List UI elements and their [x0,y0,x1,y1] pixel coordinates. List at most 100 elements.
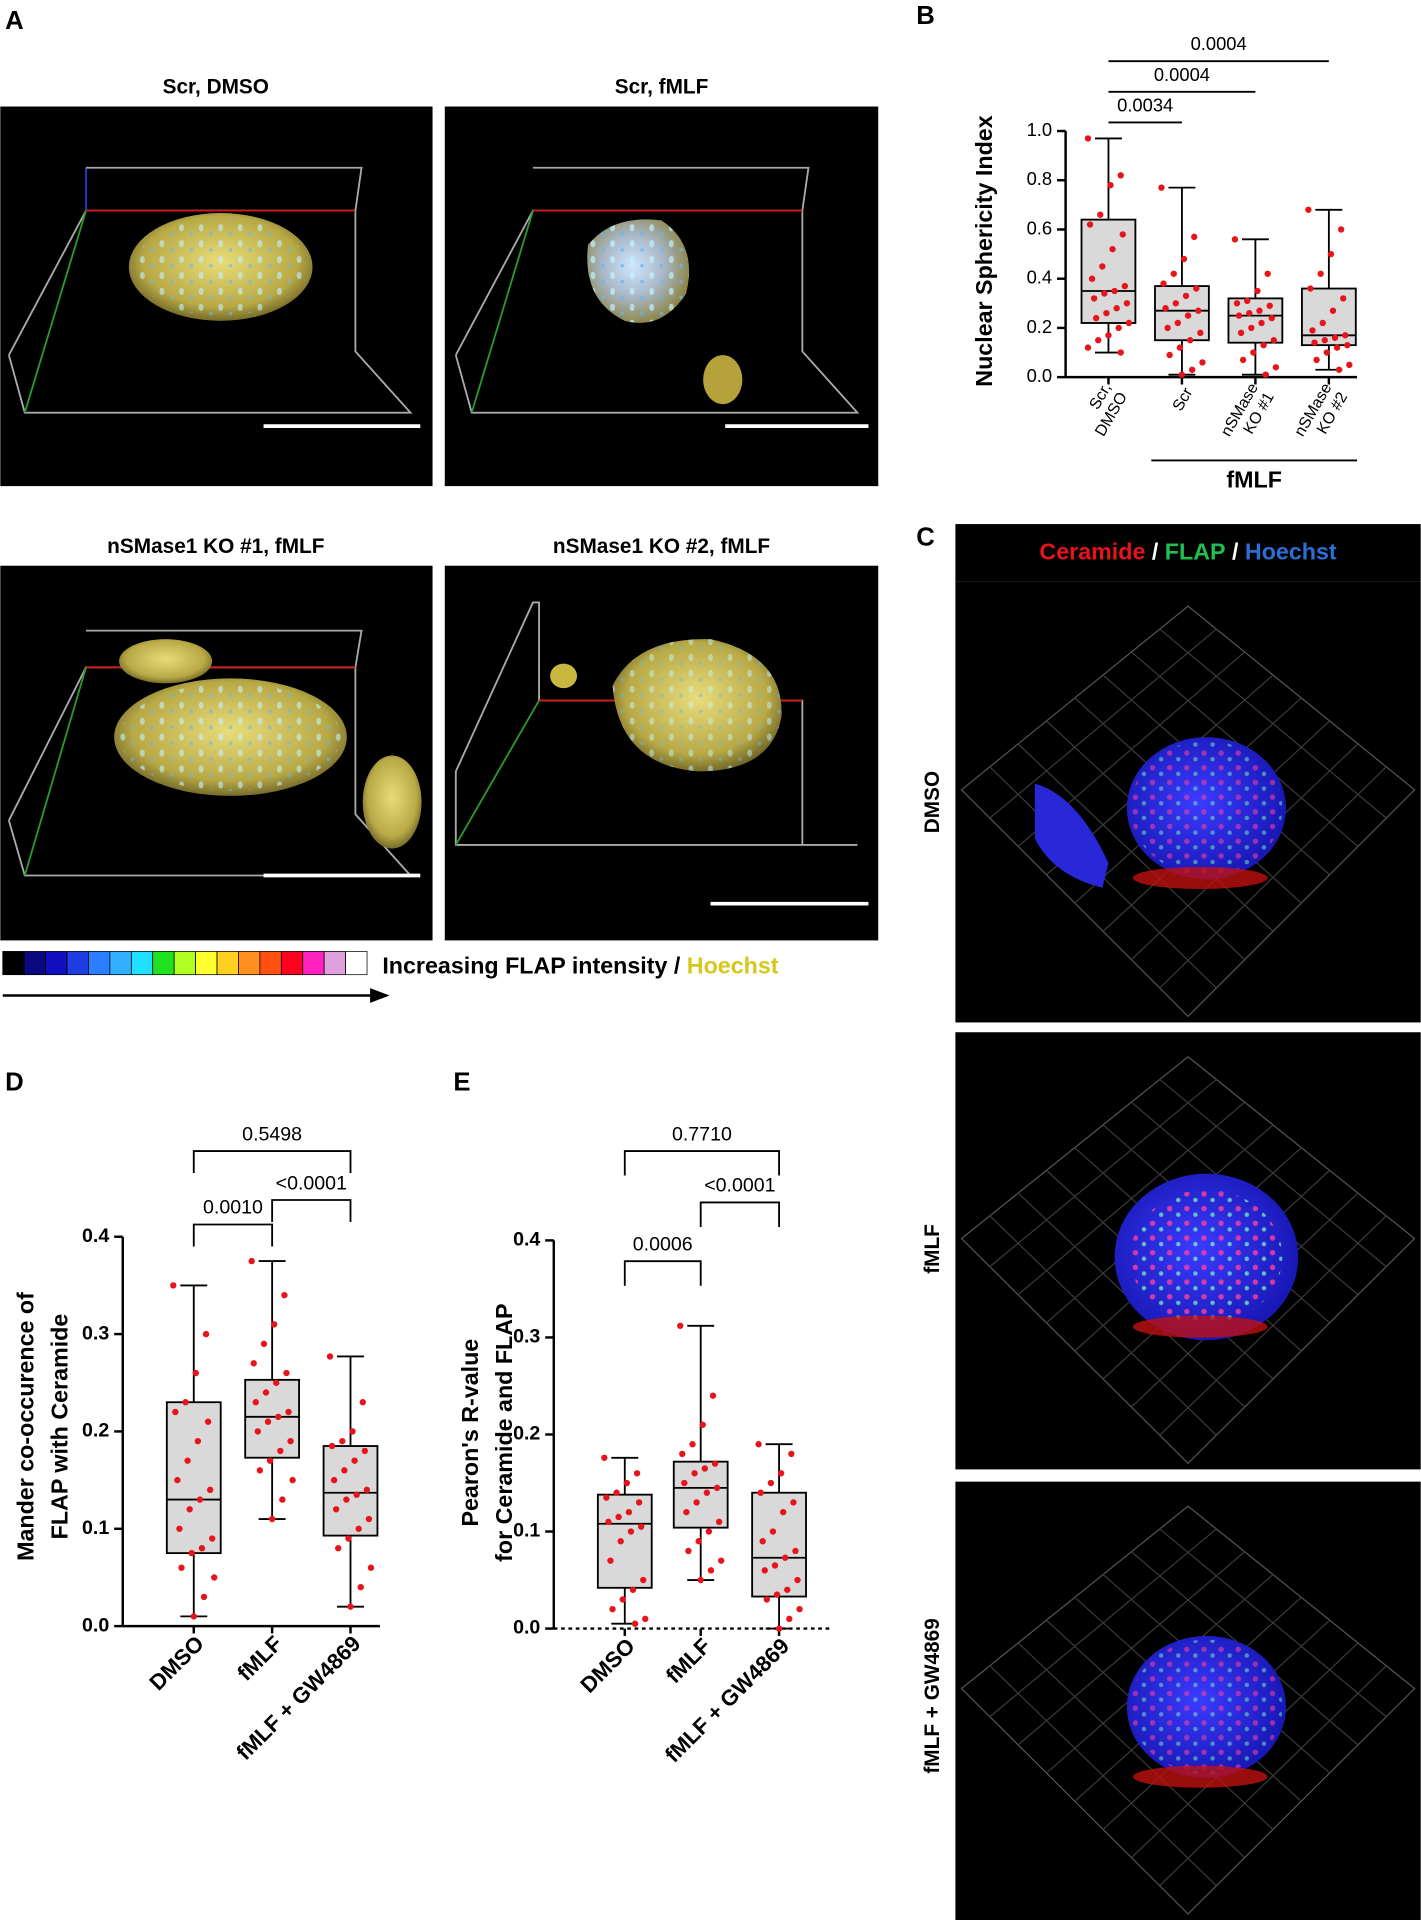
data-point [262,1389,270,1396]
data-point [268,1515,276,1523]
image-ko1-fmlf [0,565,433,941]
data-point [1344,341,1351,349]
data-point [1309,327,1316,334]
data-point [679,1450,686,1458]
c-row-label: DMSO [921,771,944,833]
data-point [176,1525,183,1532]
colorbar-cell [45,951,68,976]
data-point [619,1596,626,1603]
data-point [1084,344,1092,351]
data-point [759,1538,766,1545]
data-point [345,1535,352,1542]
data-point [1092,314,1100,322]
data-point [788,1450,795,1458]
data-point [703,1489,711,1496]
data-point [1180,255,1188,263]
data-point [681,1479,688,1487]
data-point [1262,371,1269,378]
y-tick-label: 0.2 [513,1423,540,1445]
data-point [601,1454,608,1461]
data-point [206,1486,214,1494]
data-point [609,1605,616,1613]
data-point [328,1442,336,1450]
data-point [1117,172,1124,179]
y-tick-label: 0.4 [82,1225,109,1247]
data-point [1307,285,1314,292]
data-point [1256,307,1263,314]
data-point [1342,332,1349,339]
x-tick-label: DMSO [144,1631,208,1695]
data-point [363,1486,371,1494]
data-point [1254,287,1261,295]
significance-bar [192,1223,274,1247]
c-header-part: Hoechst [1245,539,1337,565]
data-point [289,1476,296,1484]
data-point [349,1428,356,1435]
panel-label: A [5,7,24,35]
data-point [685,1547,692,1555]
data-point [773,1591,781,1598]
c-grid [1159,766,1387,989]
data-point [683,1508,690,1516]
data-point [361,1447,369,1455]
box [672,1460,729,1529]
data-point [1186,337,1194,344]
data-point [248,1257,255,1265]
box [1080,218,1137,324]
data-point [786,1615,793,1623]
y-axis-label: Nuclear Sphericity Index [971,115,997,386]
data-point [757,1489,764,1496]
data-point [1178,371,1186,378]
c-cell-dots [1130,1189,1283,1325]
panel-label: E [453,1068,470,1096]
y-tick-label: 0.0 [513,1617,540,1639]
colorbar [2,951,368,976]
colorbar-cell [23,951,46,976]
data-point [1258,319,1265,327]
c-cell [1034,783,1109,888]
c-grid [960,605,1416,1018]
data-point [1101,290,1108,297]
y-tick-label: 0.8 [1027,168,1053,189]
data-point [353,1491,360,1498]
data-point [1170,270,1177,277]
data-point [198,1545,206,1552]
data-point [1321,337,1328,344]
data-point [796,1605,803,1613]
significance-bar [623,1150,780,1176]
data-point [613,1489,620,1496]
c-row-label: fMLF [921,1224,944,1274]
data-point [777,1470,785,1477]
colorbar-cell [130,951,154,976]
image-scr-fmlf [444,106,879,487]
colorbar-cell [173,951,196,976]
image-title: nSMase1 KO #2, fMLF [553,535,770,558]
data-point [200,1593,208,1601]
data-point [330,1476,338,1484]
data-point [283,1369,290,1377]
data-point [260,1340,268,1347]
data-point [1109,245,1116,253]
data-point [1088,275,1096,282]
data-point [701,1465,708,1472]
data-point [357,1584,364,1591]
group-label: fMLF [1226,466,1282,492]
data-point [182,1399,189,1406]
image-ko2-fmlf [444,565,879,941]
data-point [1250,349,1257,356]
box-chart: 0.0 0.1 0.2 0.3 0.4 Pearon's R-value for Ceram… [457,1123,833,1767]
c-header: Ceramide / FLAP / Hoechst [1039,539,1336,565]
colorbar-cell [66,951,89,976]
colorbar-text: Increasing FLAP intensity / [382,952,681,978]
data-point [755,1441,762,1448]
data-point [1311,339,1318,346]
data-point [782,1554,789,1561]
y-axis-label: Mander co-occurence of [12,1292,38,1561]
data-point [1231,236,1239,243]
data-point [1191,233,1198,241]
y-tick-label: 0.6 [1027,217,1053,238]
data-point [715,1518,723,1526]
data-point [285,1408,292,1416]
data-point [1333,344,1341,351]
colorbar-cell [2,951,25,976]
